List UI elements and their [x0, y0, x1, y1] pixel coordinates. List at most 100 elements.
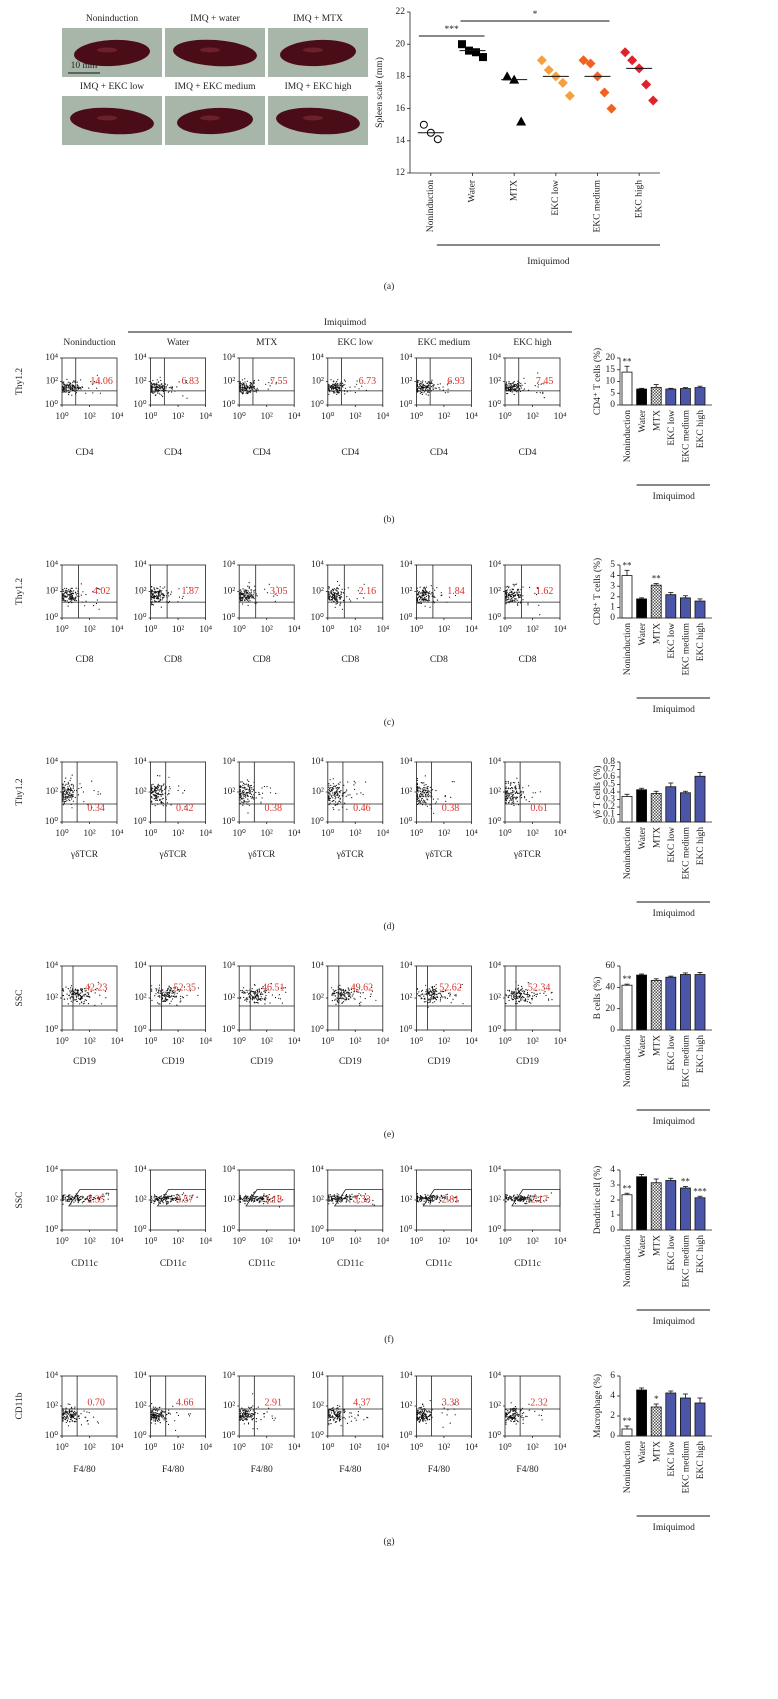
- event-dot: [78, 787, 80, 790]
- event-dot: [62, 598, 64, 600]
- event-dot: [526, 993, 529, 995]
- point: [516, 116, 527, 126]
- event-dot: [513, 1198, 515, 1200]
- y-tick-label: 10⁴: [311, 961, 325, 971]
- event-dot: [345, 990, 347, 992]
- x-axis-label: CD19: [73, 1057, 96, 1067]
- event-dot: [276, 586, 278, 588]
- event-dot: [157, 789, 159, 791]
- event-dot: [328, 592, 330, 594]
- event-dot: [245, 593, 247, 595]
- event-dot: [168, 992, 170, 995]
- event-dot: [241, 389, 244, 391]
- y-tick-label: 0.0: [603, 817, 615, 827]
- event-dot: [511, 992, 514, 994]
- event-dot: [508, 594, 510, 596]
- event-dot: [259, 793, 261, 795]
- event-dot: [514, 782, 516, 784]
- event-dot: [364, 1200, 366, 1203]
- event-dot: [508, 999, 510, 1002]
- bar: [636, 789, 647, 823]
- x-tick-label: Water: [638, 826, 648, 849]
- event-dot: [328, 794, 330, 796]
- event-dot: [507, 384, 509, 386]
- event-dot: [524, 1202, 526, 1204]
- event-dot: [329, 792, 331, 794]
- event-dot: [428, 389, 430, 391]
- event-dot: [69, 779, 71, 782]
- x-axis-label: CD19: [339, 1057, 362, 1067]
- event-dot: [348, 989, 350, 992]
- event-dot: [85, 999, 87, 1002]
- event-dot: [511, 999, 514, 1001]
- event-dot: [154, 787, 156, 789]
- event-dot: [336, 590, 338, 592]
- event-dot: [513, 796, 515, 798]
- x-tick-label: 10⁴: [199, 1037, 213, 1047]
- event-dot: [443, 990, 445, 993]
- event-dot: [242, 592, 244, 594]
- event-dot: [72, 387, 74, 389]
- event-dot: [245, 792, 247, 794]
- event-dot: [423, 591, 425, 594]
- event-dot: [65, 791, 67, 794]
- event-dot: [168, 985, 170, 987]
- event-dot: [531, 796, 533, 798]
- event-dot: [240, 600, 242, 602]
- event-dot: [75, 998, 77, 1000]
- event-dot: [421, 792, 423, 794]
- event-dot: [510, 594, 512, 596]
- event-dot: [433, 992, 435, 994]
- event-dot: [156, 799, 158, 802]
- event-dot: [422, 385, 424, 387]
- event-dot: [446, 1196, 448, 1198]
- event-dot: [83, 988, 86, 990]
- event-dot: [82, 791, 84, 793]
- y-tick-label: 10⁴: [222, 560, 236, 570]
- event-dot: [436, 599, 439, 601]
- event-dot: [540, 383, 542, 385]
- event-dot: [68, 394, 70, 396]
- bar: [665, 388, 677, 406]
- event-dot: [329, 591, 332, 593]
- event-dot: [454, 994, 456, 996]
- event-dot: [513, 594, 516, 597]
- event-dot: [516, 385, 518, 387]
- event-dot: [159, 600, 161, 602]
- event-dot: [78, 387, 80, 390]
- event-dot: [332, 800, 334, 802]
- event-dot: [531, 999, 533, 1001]
- y-tick-label: 10²: [400, 377, 413, 387]
- event-dot: [532, 792, 534, 794]
- event-dot: [84, 995, 86, 997]
- x-tick-label: Noninduction: [426, 180, 436, 232]
- event-dot: [69, 592, 71, 594]
- event-dot: [436, 1194, 438, 1197]
- event-dot: [441, 594, 443, 596]
- event-dot: [76, 1199, 78, 1201]
- event-dot: [100, 1003, 103, 1005]
- x-tick-label: 10²: [526, 829, 539, 839]
- event-dot: [533, 992, 535, 994]
- event-dot: [538, 384, 540, 386]
- event-dot: [158, 591, 160, 594]
- event-dot: [165, 996, 167, 998]
- event-dot: [70, 985, 72, 987]
- event-dot: [433, 993, 435, 996]
- event-dot: [505, 600, 507, 602]
- event-dot: [69, 800, 71, 802]
- event-dot: [71, 783, 73, 786]
- event-dot: [517, 1200, 519, 1202]
- event-dot: [79, 1198, 81, 1201]
- event-dot: [505, 589, 507, 592]
- event-dot: [421, 383, 423, 385]
- event-dot: [349, 1197, 351, 1199]
- event-dot: [261, 987, 263, 990]
- event-dot: [64, 595, 66, 597]
- event-dot: [431, 998, 433, 1000]
- event-dot: [103, 1195, 105, 1197]
- event-dot: [418, 598, 421, 601]
- event-dot: [350, 997, 352, 999]
- x-tick-label: 10²: [172, 829, 185, 839]
- event-dot: [449, 381, 451, 383]
